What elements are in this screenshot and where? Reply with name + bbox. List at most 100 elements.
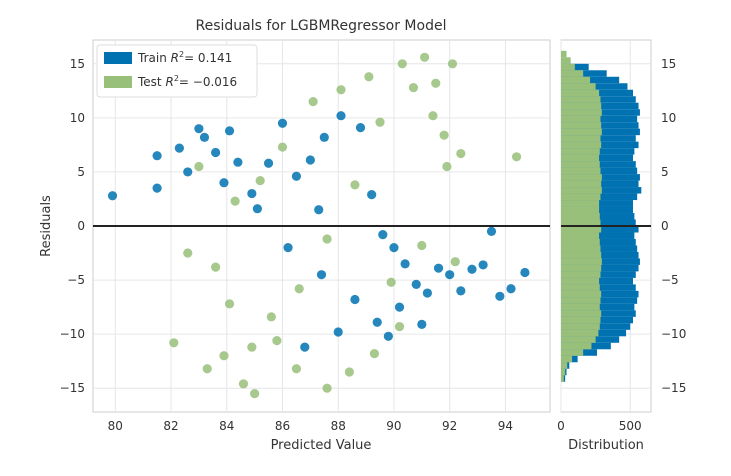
test-distribution-bar <box>561 258 602 265</box>
test-distribution-bar <box>561 102 602 110</box>
train-residual-point <box>383 331 393 341</box>
train-residual-point <box>183 167 193 177</box>
train-residual-point <box>211 147 221 158</box>
test-distribution-bar <box>561 206 600 214</box>
distribution-y-tick-label: 5 <box>661 165 669 179</box>
test-residual-point <box>511 152 522 162</box>
train-residual-point <box>224 126 235 136</box>
test-residual-point <box>350 180 360 190</box>
train-residual-point <box>520 267 530 278</box>
test-distribution-bar <box>561 89 600 97</box>
test-residual-point <box>322 234 332 244</box>
train-residual-point <box>277 118 288 128</box>
test-residual-point <box>169 338 179 348</box>
train-residual-point <box>486 226 497 237</box>
test-distribution-bar <box>561 50 567 58</box>
train-residual-point <box>305 155 315 165</box>
distribution-bars <box>561 50 642 382</box>
distribution-x-axis-label: Distribution <box>568 438 644 453</box>
test-residual-point <box>230 196 240 206</box>
test-residual-point <box>420 52 430 62</box>
test-distribution-bar <box>561 200 600 207</box>
train-residual-point <box>291 171 302 181</box>
test-residual-point <box>447 59 458 69</box>
test-distribution-bar <box>561 57 571 64</box>
test-residual-point <box>250 389 260 399</box>
test-distribution-bar <box>561 310 602 317</box>
main-x-tick-label: 88 <box>331 419 346 433</box>
main-x-tick-label: 86 <box>275 419 290 433</box>
test-residual-point <box>183 248 193 258</box>
test-residual-point <box>375 117 385 127</box>
train-residual-point <box>336 111 346 121</box>
test-residual-point <box>428 111 438 121</box>
legend: Train R2= 0.141 Test R2= −0.016 <box>96 44 258 98</box>
main-x-tick-label: 90 <box>386 419 401 433</box>
legend-label-test: Test R2= −0.016 <box>137 74 237 89</box>
test-distribution-bar <box>561 76 591 84</box>
train-residual-point <box>445 270 455 280</box>
train-residual-point <box>389 243 399 253</box>
test-residual-point <box>322 383 332 393</box>
test-residual-point <box>308 97 318 107</box>
test-distribution-bar <box>561 161 600 168</box>
test-distribution-bar <box>561 128 602 136</box>
test-residual-point <box>397 59 407 69</box>
main-y-tick-label: 15 <box>70 57 85 71</box>
test-distribution-bar <box>561 141 602 149</box>
train-residual-point <box>411 279 421 289</box>
test-distribution-bar <box>561 83 596 90</box>
test-distribution-bar <box>561 232 600 239</box>
test-residual-point <box>417 240 427 251</box>
train-residual-point <box>506 284 516 294</box>
train-residual-point <box>350 294 360 305</box>
train-residual-point <box>233 157 243 167</box>
test-distribution-bar <box>561 187 602 194</box>
train-residual-point <box>314 205 324 215</box>
test-distribution-bar <box>561 251 602 259</box>
test-distribution-bar <box>561 329 599 337</box>
train-residual-point <box>194 124 204 134</box>
main-y-tick-label: −10 <box>60 327 85 341</box>
train-residual-point <box>456 286 466 296</box>
train-distribution-bar <box>561 63 589 71</box>
distribution-x-tick-label: 500 <box>619 419 642 433</box>
distribution-y-tick-labels: −15 −10 −5 0 5 10 15 <box>661 57 686 395</box>
test-distribution-bar <box>561 154 600 162</box>
train-residual-point <box>422 288 432 298</box>
train-residual-point <box>219 178 229 188</box>
train-residual-point <box>152 151 162 161</box>
train-residual-point <box>300 342 310 352</box>
main-y-tick-label: −15 <box>60 381 85 395</box>
train-residual-point <box>495 291 505 301</box>
test-residual-point <box>439 130 449 140</box>
test-distribution-bar <box>561 271 601 278</box>
test-distribution-bar <box>561 167 601 175</box>
test-distribution-bar <box>561 316 601 324</box>
main-x-tick-label: 80 <box>108 419 123 433</box>
test-residual-point <box>394 321 405 332</box>
train-residual-point <box>378 230 388 240</box>
train-residual-point <box>252 204 263 214</box>
main-x-tick-label: 92 <box>442 419 457 433</box>
train-residual-point <box>467 264 477 274</box>
test-residual-point <box>272 336 282 346</box>
legend-train-superscript: 2 <box>179 50 184 59</box>
test-distribution-bar <box>561 349 584 356</box>
test-distribution-bar <box>561 148 600 155</box>
distribution-y-tick-label: 10 <box>661 111 676 125</box>
train-residual-point <box>394 302 405 312</box>
test-residual-point <box>277 142 288 152</box>
test-distribution-bar <box>561 63 575 71</box>
train-residual-point <box>199 132 210 142</box>
main-y-tick-label: 10 <box>70 111 85 125</box>
test-residual-point <box>219 351 229 361</box>
distribution-y-tick-label: −10 <box>661 327 686 341</box>
test-residual-point <box>211 262 221 272</box>
legend-test-superscript: 2 <box>174 74 179 83</box>
legend-test-word: Test <box>137 75 162 89</box>
train-residual-point <box>174 143 184 153</box>
train-residual-point <box>355 122 366 133</box>
legend-label-train: Train R2= 0.141 <box>137 50 232 65</box>
